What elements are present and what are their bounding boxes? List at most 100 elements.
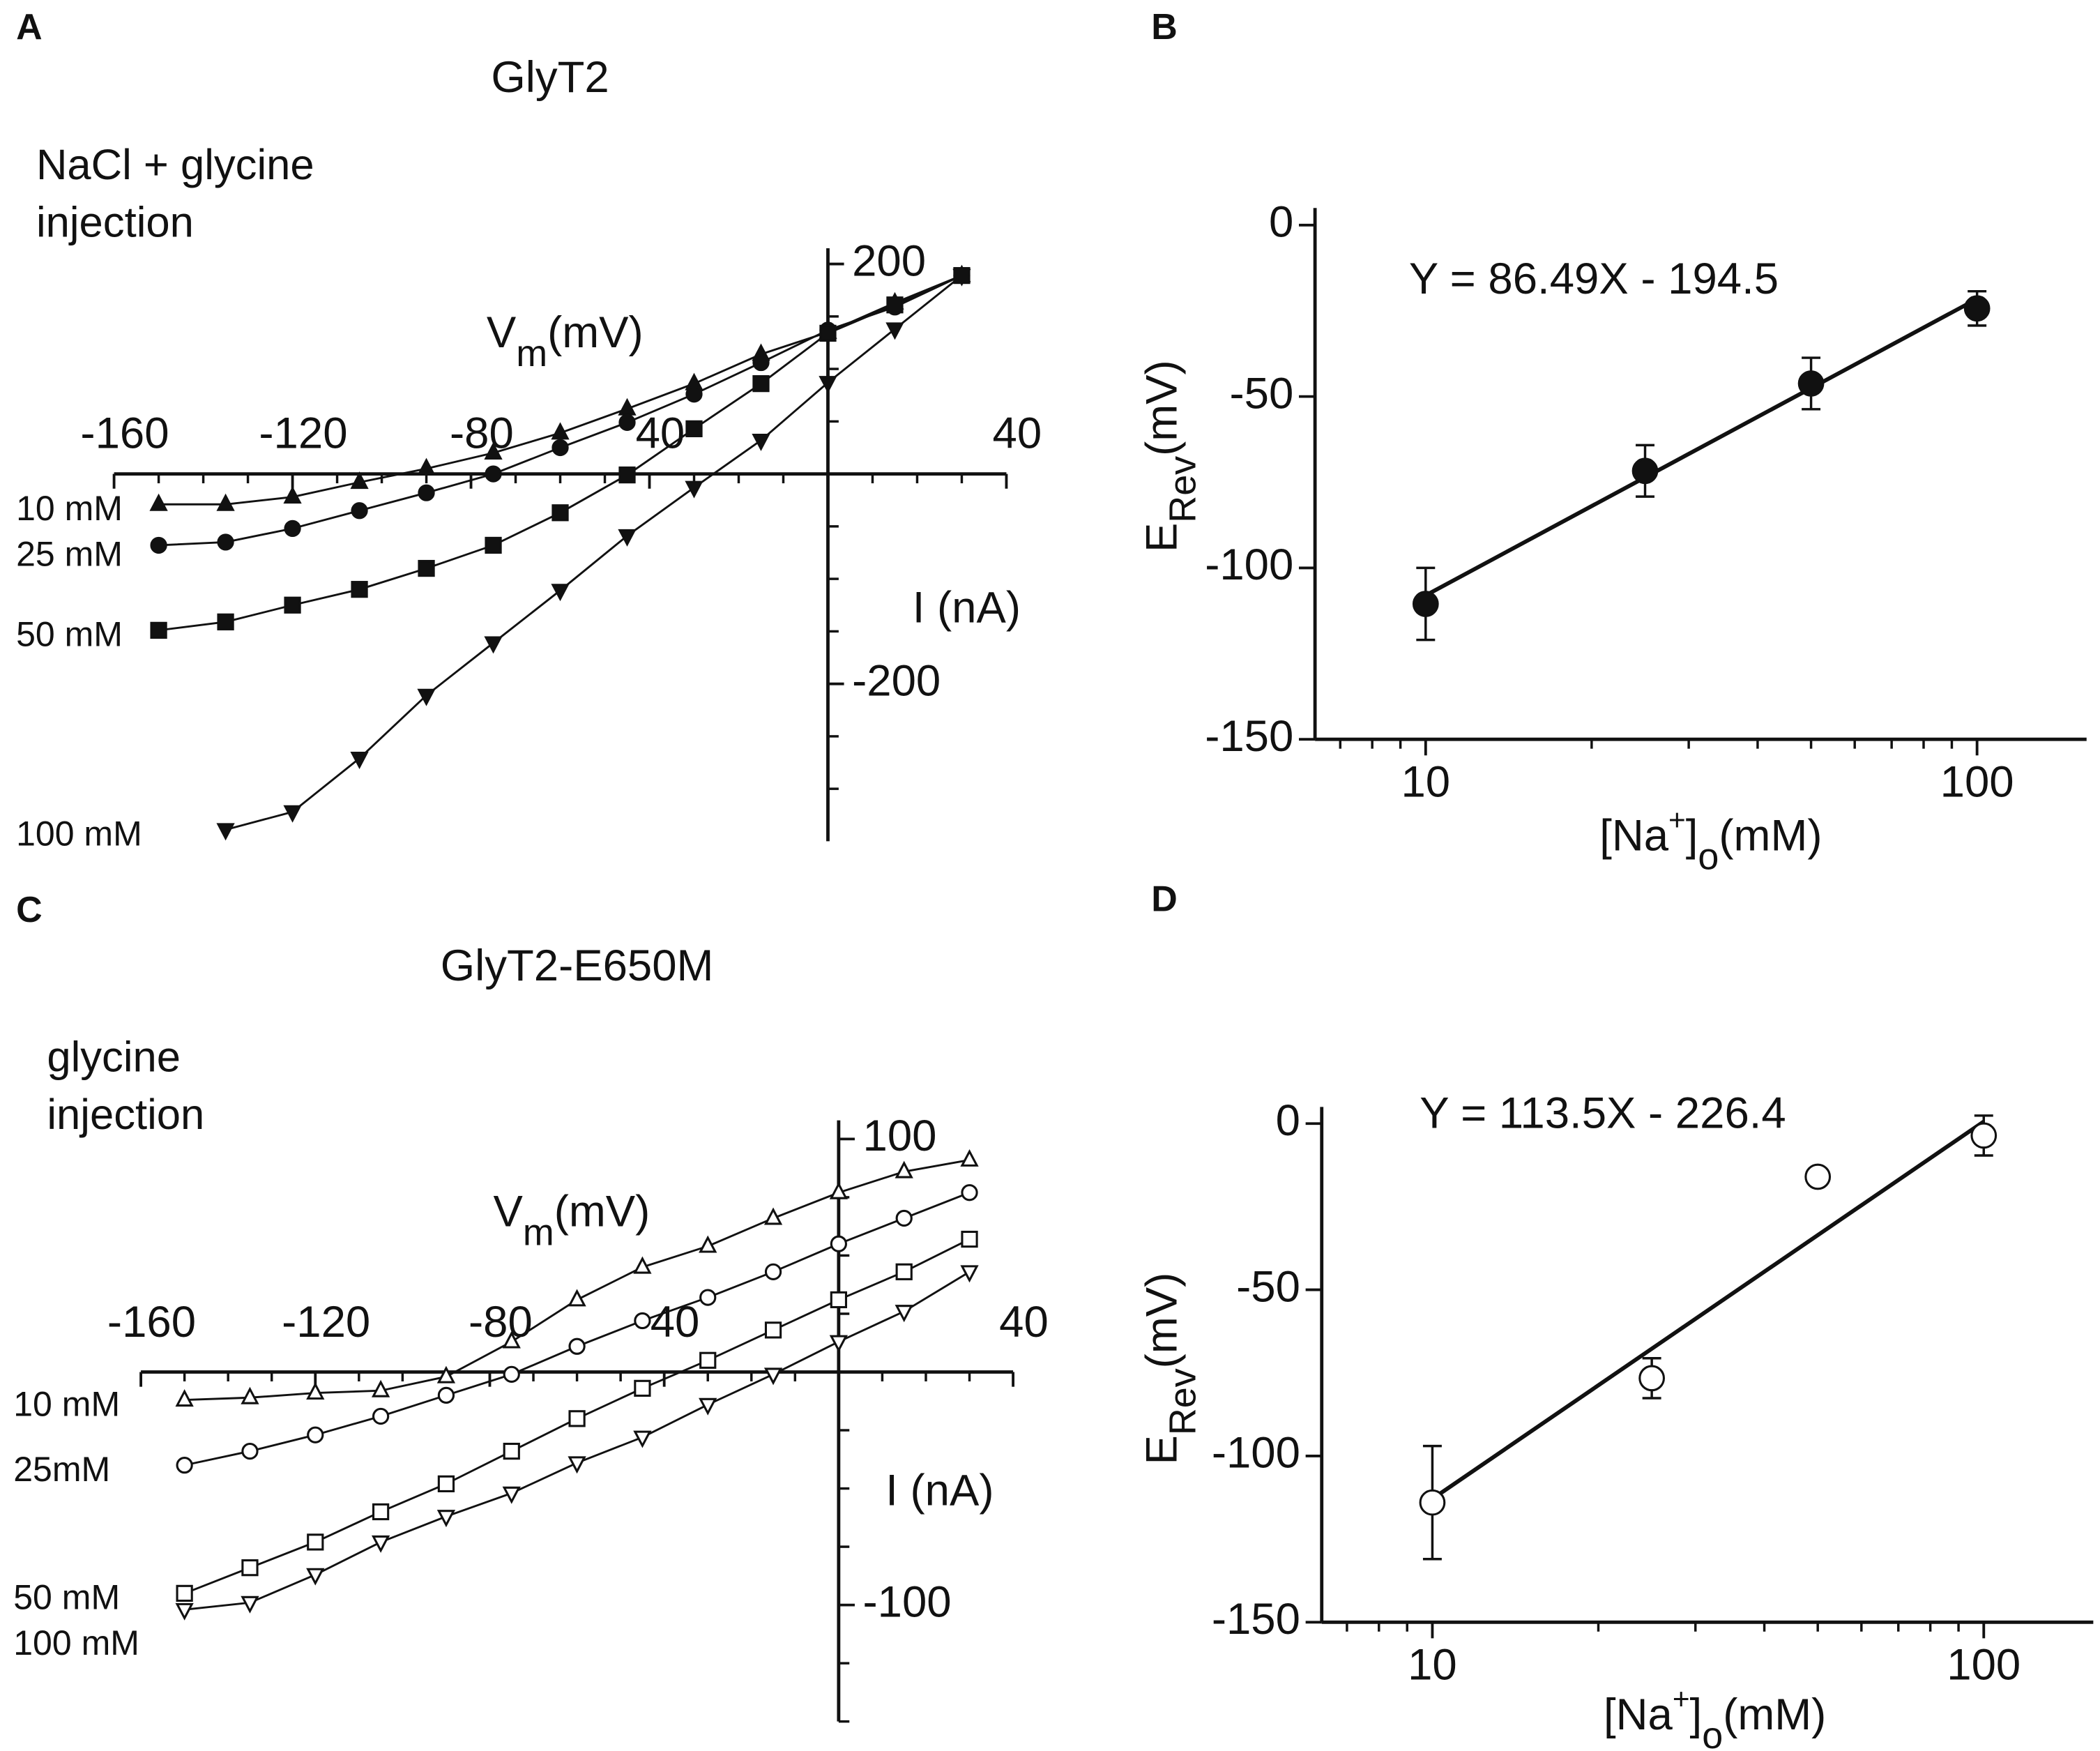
- marker: [283, 805, 302, 823]
- marker: [283, 486, 302, 504]
- series-label: 25mM: [13, 1450, 110, 1489]
- x-tick-label: -160: [107, 1298, 196, 1347]
- axis-label-part: m: [523, 1212, 554, 1254]
- marker: [437, 1475, 455, 1492]
- marker: [149, 493, 168, 511]
- y-tick-label: 0: [1269, 198, 1293, 247]
- marker: [216, 823, 235, 841]
- annotation: NaCl + glycine: [36, 141, 314, 189]
- x-tick-label: -80: [469, 1298, 533, 1347]
- axis-label-part: (mV): [1137, 360, 1186, 456]
- y-tick-label: 200: [852, 236, 926, 285]
- marker: [1963, 295, 1991, 322]
- axis-label-part: ]: [1686, 811, 1698, 860]
- marker: [551, 439, 569, 457]
- axis-label-part: E: [1137, 1435, 1186, 1464]
- marker: [819, 324, 837, 342]
- x-tick-label: 100: [1947, 1640, 2021, 1689]
- series-label: 50 mM: [13, 1578, 120, 1617]
- marker: [175, 1602, 194, 1621]
- marker: [829, 1335, 849, 1353]
- x-tick-label: 40: [636, 409, 685, 458]
- marker: [503, 1442, 520, 1460]
- marker: [699, 1235, 717, 1253]
- marker: [618, 414, 636, 431]
- y-tick-label: -50: [1236, 1262, 1300, 1311]
- marker: [1419, 1489, 1446, 1516]
- marker: [307, 1533, 324, 1551]
- marker: [417, 457, 436, 476]
- x-tick-label: 40: [650, 1298, 700, 1347]
- marker: [306, 1382, 325, 1400]
- x-tick-label: -120: [282, 1298, 370, 1347]
- marker: [371, 1379, 390, 1397]
- panel-letter: C: [16, 890, 43, 930]
- marker: [764, 1321, 782, 1339]
- marker: [960, 1265, 979, 1283]
- marker: [307, 1426, 324, 1443]
- axis-label-part: [Na: [1599, 811, 1669, 860]
- marker: [418, 484, 435, 501]
- marker: [437, 1386, 455, 1404]
- series-label: 100 mM: [13, 1623, 139, 1662]
- marker: [952, 268, 971, 287]
- marker: [241, 1442, 259, 1460]
- marker: [485, 536, 502, 554]
- marker: [752, 433, 770, 451]
- marker: [819, 376, 837, 394]
- marker: [372, 1407, 390, 1425]
- axis-label-part: ]: [1690, 1690, 1703, 1739]
- marker: [1631, 457, 1659, 485]
- marker: [568, 1337, 586, 1355]
- equation: Y = 86.49X - 194.5: [1409, 255, 1779, 303]
- axis-label-part: [Na: [1604, 1690, 1673, 1739]
- marker: [895, 1263, 913, 1280]
- axis-label: [Na+]o(mM): [1604, 1683, 1826, 1751]
- y-tick-label: -50: [1230, 369, 1294, 418]
- marker: [752, 354, 770, 372]
- series-label: 100 mM: [16, 814, 142, 854]
- marker: [699, 1351, 717, 1369]
- marker: [830, 1235, 848, 1252]
- axis-label-part: (mV): [554, 1187, 650, 1236]
- panel-letter: D: [1151, 879, 1178, 920]
- marker: [568, 1289, 586, 1307]
- x-tick-label: 100: [1940, 757, 2014, 806]
- axis-label-part: (mM): [1719, 811, 1822, 860]
- marker: [633, 1256, 652, 1274]
- marker: [1797, 370, 1825, 397]
- marker: [284, 596, 301, 614]
- marker: [150, 536, 167, 554]
- axis-label: Vm(mV): [487, 308, 644, 374]
- y-tick-label: -100: [1212, 1429, 1300, 1478]
- marker: [960, 1149, 979, 1167]
- title: GlyT2-E650M: [441, 941, 714, 990]
- marker: [417, 688, 436, 706]
- marker: [618, 529, 637, 547]
- fit-line: [1424, 297, 1979, 598]
- marker: [551, 504, 569, 522]
- axis-label-part: V: [487, 308, 517, 357]
- marker: [216, 493, 235, 511]
- series-line: [225, 274, 963, 831]
- marker: [961, 1230, 978, 1248]
- marker: [895, 1305, 913, 1323]
- annotation: injection: [36, 199, 194, 247]
- marker: [484, 636, 503, 654]
- marker: [685, 386, 703, 403]
- marker: [350, 752, 369, 769]
- marker: [1970, 1122, 1998, 1149]
- axis-label: I (nA): [885, 1466, 994, 1515]
- x-tick-label: 10: [1401, 757, 1450, 806]
- panel: D 0 -50 -100 -150 10 100 ERev(mV) [Na+]o(mM) Y = …: [1137, 879, 2094, 1751]
- axis-label-part: o: [1702, 1715, 1723, 1751]
- series-label: 50 mM: [16, 615, 123, 654]
- panel: A GlyT2 NaCl + glycine injection Vm(mV) I (nA…: [16, 7, 1042, 854]
- axis-label: I (nA): [913, 583, 1021, 632]
- y-tick-label: 0: [1276, 1096, 1300, 1145]
- marker: [175, 1389, 194, 1407]
- marker: [634, 1312, 651, 1330]
- marker: [829, 1181, 849, 1199]
- marker: [150, 621, 167, 639]
